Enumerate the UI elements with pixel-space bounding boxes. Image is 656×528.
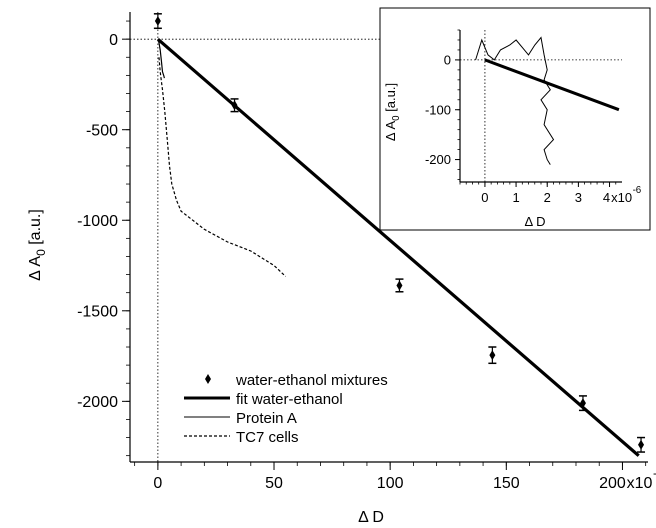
- y-tick-label: -1500: [77, 303, 118, 320]
- series-fit-water-ethanol: [484, 58, 620, 112]
- x-axis-label: Δ D: [525, 214, 546, 229]
- legend-entry: Protein A: [184, 410, 297, 427]
- series-protein-a: [157, 39, 165, 79]
- inset-chart: 0 1 2 3 4 x10 -6 0 -100 -200 Δ D Δ A0 [a.u.]: [379, 7, 651, 231]
- legend-entry: TC7 cells: [184, 429, 299, 446]
- y-tick-label: -100: [425, 102, 451, 117]
- y-tick-label: 0: [109, 32, 118, 49]
- y-tick-label: -500: [86, 122, 118, 139]
- x-tick-label: 100: [377, 475, 404, 492]
- x-tick-label-exponent: -6: [653, 466, 656, 480]
- x-tick-label-multiplier: x10: [627, 475, 653, 492]
- x-tick-label: 0: [153, 475, 162, 492]
- series-line: [157, 39, 165, 79]
- x-tick-label: 2: [544, 190, 551, 205]
- legend-label: TC7 cells: [236, 429, 299, 446]
- series-fit-water-ethanol: [156, 37, 640, 457]
- x-tick-label: 200: [599, 475, 626, 492]
- x-tick-label: 1: [512, 190, 519, 205]
- data-point: [396, 280, 403, 291]
- data-point: [154, 16, 161, 27]
- legend-label: Protein A: [236, 410, 297, 427]
- series-line: [156, 37, 640, 457]
- series-protein-a: [475, 36, 555, 165]
- x-tick-label: 0: [481, 190, 488, 205]
- inset-frame: [379, 7, 651, 231]
- x-tick-label: 4: [603, 190, 610, 205]
- x-tick-label: 150: [493, 475, 520, 492]
- series-line: [475, 36, 555, 165]
- legend-entry: water-ethanol mixtures: [205, 372, 388, 389]
- series-line: [484, 58, 620, 112]
- legend-label: water-ethanol mixtures: [235, 372, 388, 389]
- series-tc7-cells: [158, 57, 287, 277]
- data-point: [489, 350, 496, 361]
- series-line: [158, 57, 287, 277]
- x-tick-label: 3: [575, 190, 582, 205]
- series-water-ethanol-mixtures: [153, 13, 646, 453]
- y-axis-label: Δ A0 [a.u.]: [27, 209, 48, 281]
- x-tick-label: 50: [265, 475, 283, 492]
- x-axis-label: Δ D: [358, 509, 384, 526]
- legend-marker: [205, 374, 211, 384]
- legend: water-ethanol mixtures fit water-ethanol P…: [184, 372, 388, 446]
- legend-label: fit water-ethanol: [236, 391, 343, 408]
- y-tick-label: 0: [444, 52, 451, 67]
- y-tick-label: -200: [425, 152, 451, 167]
- y-axis-label: Δ A0 [a.u.]: [383, 83, 402, 141]
- legend-entry: fit water-ethanol: [184, 391, 343, 408]
- data-point: [638, 439, 645, 450]
- y-tick-label: -2000: [77, 394, 118, 411]
- x-tick-label-multiplier: x10: [611, 190, 632, 205]
- y-tick-label: -1000: [77, 213, 118, 230]
- x-tick-label-exponent: -6: [633, 185, 642, 196]
